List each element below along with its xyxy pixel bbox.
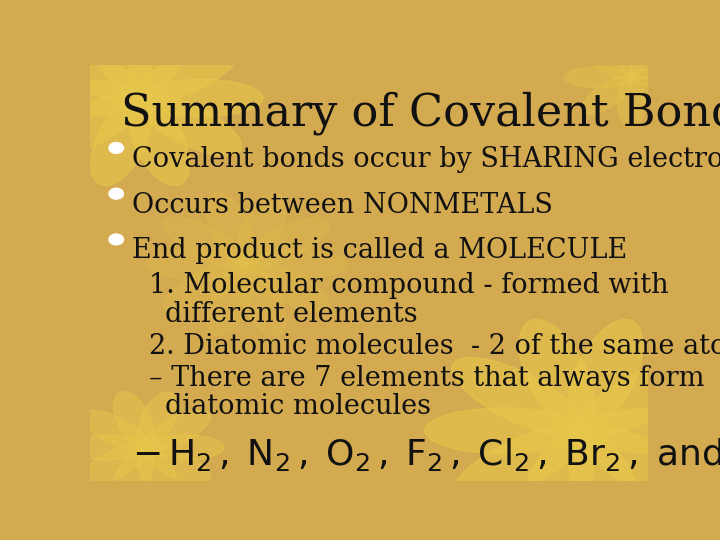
Ellipse shape bbox=[617, 28, 645, 77]
Text: 1. Molecular compound - formed with: 1. Molecular compound - formed with bbox=[148, 272, 668, 299]
Ellipse shape bbox=[114, 447, 153, 503]
Circle shape bbox=[109, 143, 124, 153]
Ellipse shape bbox=[245, 218, 329, 267]
Circle shape bbox=[109, 188, 124, 199]
Ellipse shape bbox=[578, 357, 710, 435]
Ellipse shape bbox=[519, 320, 595, 431]
Text: Covalent bonds occur by SHARING electrons: Covalent bonds occur by SHARING electron… bbox=[132, 146, 720, 173]
Ellipse shape bbox=[581, 408, 720, 454]
Ellipse shape bbox=[207, 264, 255, 336]
Ellipse shape bbox=[129, 11, 189, 98]
Ellipse shape bbox=[163, 218, 248, 267]
Ellipse shape bbox=[140, 79, 263, 117]
Ellipse shape bbox=[629, 76, 680, 114]
Ellipse shape bbox=[39, 40, 143, 102]
Ellipse shape bbox=[17, 79, 140, 117]
Ellipse shape bbox=[145, 435, 224, 460]
Ellipse shape bbox=[631, 67, 698, 87]
Ellipse shape bbox=[519, 430, 595, 540]
Text: Occurs between NONMETALS: Occurs between NONMETALS bbox=[132, 192, 553, 219]
Ellipse shape bbox=[567, 320, 643, 431]
Ellipse shape bbox=[425, 408, 581, 454]
Ellipse shape bbox=[582, 76, 633, 114]
Ellipse shape bbox=[81, 444, 148, 484]
Ellipse shape bbox=[452, 426, 584, 504]
Ellipse shape bbox=[245, 261, 329, 312]
Ellipse shape bbox=[617, 77, 645, 127]
Ellipse shape bbox=[138, 94, 242, 156]
Ellipse shape bbox=[138, 447, 178, 503]
Ellipse shape bbox=[91, 11, 152, 98]
Text: $\mathrm{-\,H_2\,,\;N_2\,,\;O_2\,,\;F_2\,,\;Cl_2\,,\;Br_2\,,\;and\;I_2}$: $\mathrm{-\,H_2\,,\;N_2\,,\;O_2\,,\;F_2\… bbox=[132, 436, 720, 472]
Ellipse shape bbox=[39, 94, 143, 156]
Ellipse shape bbox=[144, 410, 210, 450]
Ellipse shape bbox=[91, 98, 152, 185]
Ellipse shape bbox=[114, 392, 153, 448]
Ellipse shape bbox=[145, 250, 246, 279]
Ellipse shape bbox=[629, 40, 680, 79]
Ellipse shape bbox=[144, 444, 210, 484]
Ellipse shape bbox=[129, 98, 189, 185]
Ellipse shape bbox=[578, 426, 710, 504]
Text: Summary of Covalent Bonding: Summary of Covalent Bonding bbox=[121, 92, 720, 136]
Ellipse shape bbox=[246, 250, 347, 279]
Ellipse shape bbox=[238, 193, 286, 265]
Ellipse shape bbox=[582, 40, 633, 79]
Ellipse shape bbox=[238, 264, 286, 336]
Text: diatomic molecules: diatomic molecules bbox=[166, 393, 431, 420]
Ellipse shape bbox=[452, 357, 584, 435]
Ellipse shape bbox=[68, 435, 145, 460]
Ellipse shape bbox=[207, 193, 255, 265]
Ellipse shape bbox=[567, 430, 643, 540]
Text: 2. Diatomic molecules  - 2 of the same atom: 2. Diatomic molecules - 2 of the same at… bbox=[148, 333, 720, 360]
Text: End product is called a MOLECULE: End product is called a MOLECULE bbox=[132, 238, 627, 265]
Ellipse shape bbox=[138, 392, 178, 448]
Circle shape bbox=[109, 234, 124, 245]
Text: – There are 7 elements that always form: – There are 7 elements that always form bbox=[148, 365, 704, 392]
Text: different elements: different elements bbox=[166, 301, 418, 328]
Ellipse shape bbox=[81, 410, 148, 450]
Ellipse shape bbox=[138, 40, 242, 102]
Ellipse shape bbox=[564, 67, 631, 87]
Ellipse shape bbox=[163, 261, 248, 312]
